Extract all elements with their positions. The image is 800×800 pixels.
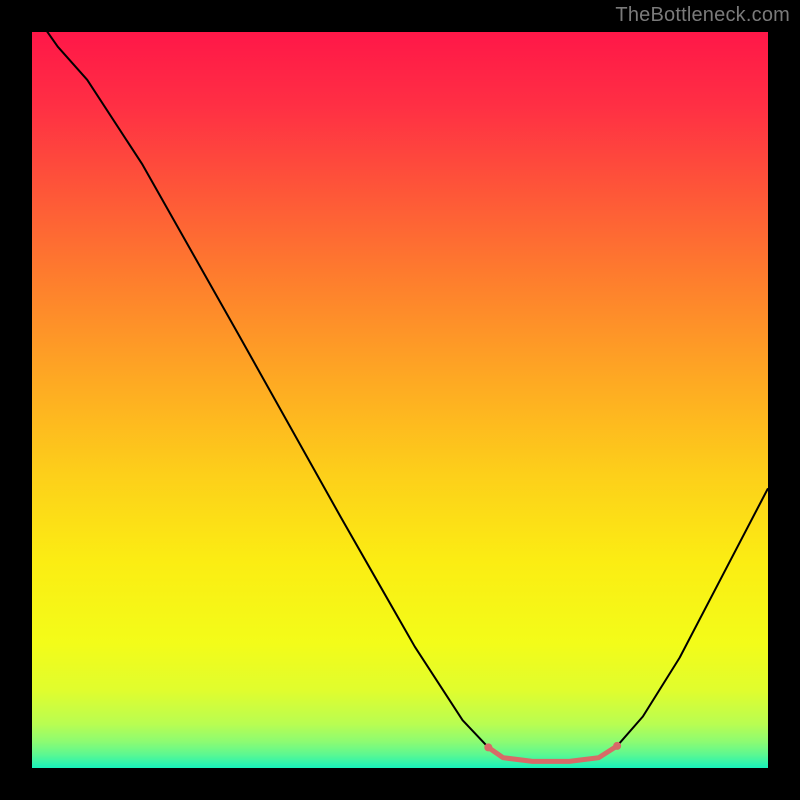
plot-svg	[32, 32, 768, 768]
gradient-background	[32, 32, 768, 768]
watermark-text: TheBottleneck.com	[615, 4, 790, 27]
endpoint-marker	[484, 743, 492, 751]
plot-area	[32, 32, 768, 768]
endpoint-marker	[613, 742, 621, 750]
chart-frame: TheBottleneck.com	[0, 0, 800, 800]
